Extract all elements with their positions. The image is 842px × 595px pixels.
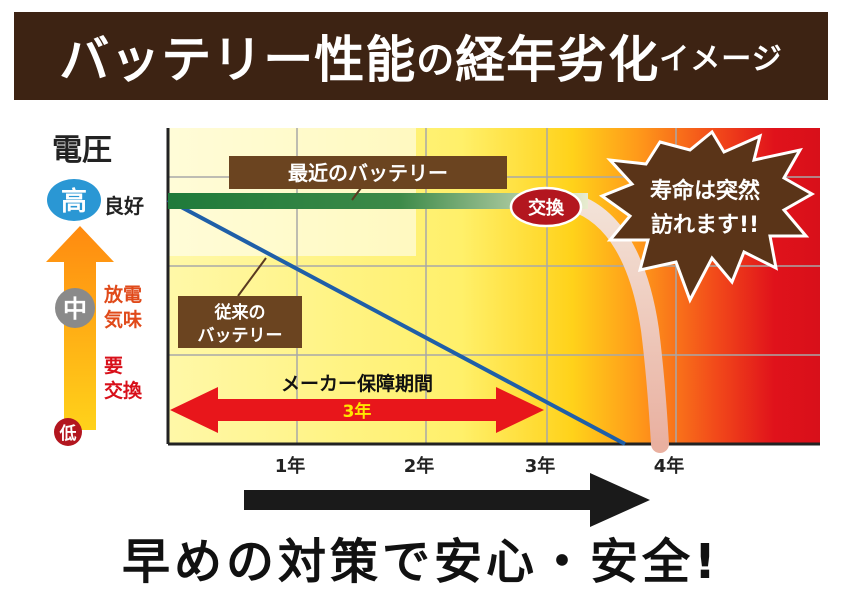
level-low-desc-2: 交換 xyxy=(104,379,143,402)
title-no: の xyxy=(416,37,456,82)
y-axis-label: 電圧 xyxy=(52,133,112,168)
title-suffix: イメージ xyxy=(659,42,783,77)
plot-highlight xyxy=(168,128,416,256)
x-tick-4: 4年 xyxy=(654,455,685,477)
warranty-label: メーカー保障期間 xyxy=(281,372,433,395)
title-main: バッテリー性能 xyxy=(59,31,417,89)
title-bar: バッテリー性能の経年劣化 イメージ xyxy=(14,12,828,100)
replace-label: 交換 xyxy=(528,197,565,219)
old-battery-label-2: バッテリー xyxy=(198,326,283,346)
recent-battery-label: 最近のバッテリー xyxy=(288,161,448,185)
old-battery-label-box xyxy=(178,296,302,348)
x-tick-2: 2年 xyxy=(404,455,435,477)
old-label-pointer xyxy=(237,257,267,297)
voltage-arrow xyxy=(46,226,114,430)
level-low: 低 xyxy=(59,423,77,444)
warranty-arrow xyxy=(170,387,544,433)
title-main2: 経年劣化 xyxy=(455,31,660,89)
footer-slogan: 早めの対策で安心・安全! xyxy=(122,534,720,590)
series-recent-battery-drop xyxy=(563,193,669,453)
warranty-years: 3年 xyxy=(343,401,372,422)
level-mid-badge xyxy=(55,288,95,328)
series-recent-battery-line xyxy=(168,193,588,209)
level-mid-desc-2: 気味 xyxy=(104,308,142,331)
level-mid: 中 xyxy=(63,295,87,323)
level-low-desc-1: 要 xyxy=(104,355,123,377)
old-battery-label-1: 従来の xyxy=(214,302,266,323)
page-title: バッテリー性能の経年劣化 イメージ xyxy=(14,12,828,100)
level-mid-desc-1: 放電 xyxy=(103,283,142,306)
time-arrow xyxy=(244,473,650,527)
level-high-desc: 良好 xyxy=(104,194,144,218)
replace-badge xyxy=(509,186,583,228)
series-old-battery-line xyxy=(167,198,626,446)
callout-line-2: 訪れます!! xyxy=(651,212,759,238)
x-tick-1: 1年 xyxy=(275,455,306,477)
x-tick-3: 3年 xyxy=(525,455,556,477)
level-low-badge xyxy=(54,418,82,446)
level-high: 高 xyxy=(61,186,87,217)
recent-battery-label-box xyxy=(229,156,507,189)
level-high-badge xyxy=(47,179,101,221)
callout-burst xyxy=(598,129,816,304)
callout-line-1: 寿命は突然 xyxy=(650,178,760,204)
